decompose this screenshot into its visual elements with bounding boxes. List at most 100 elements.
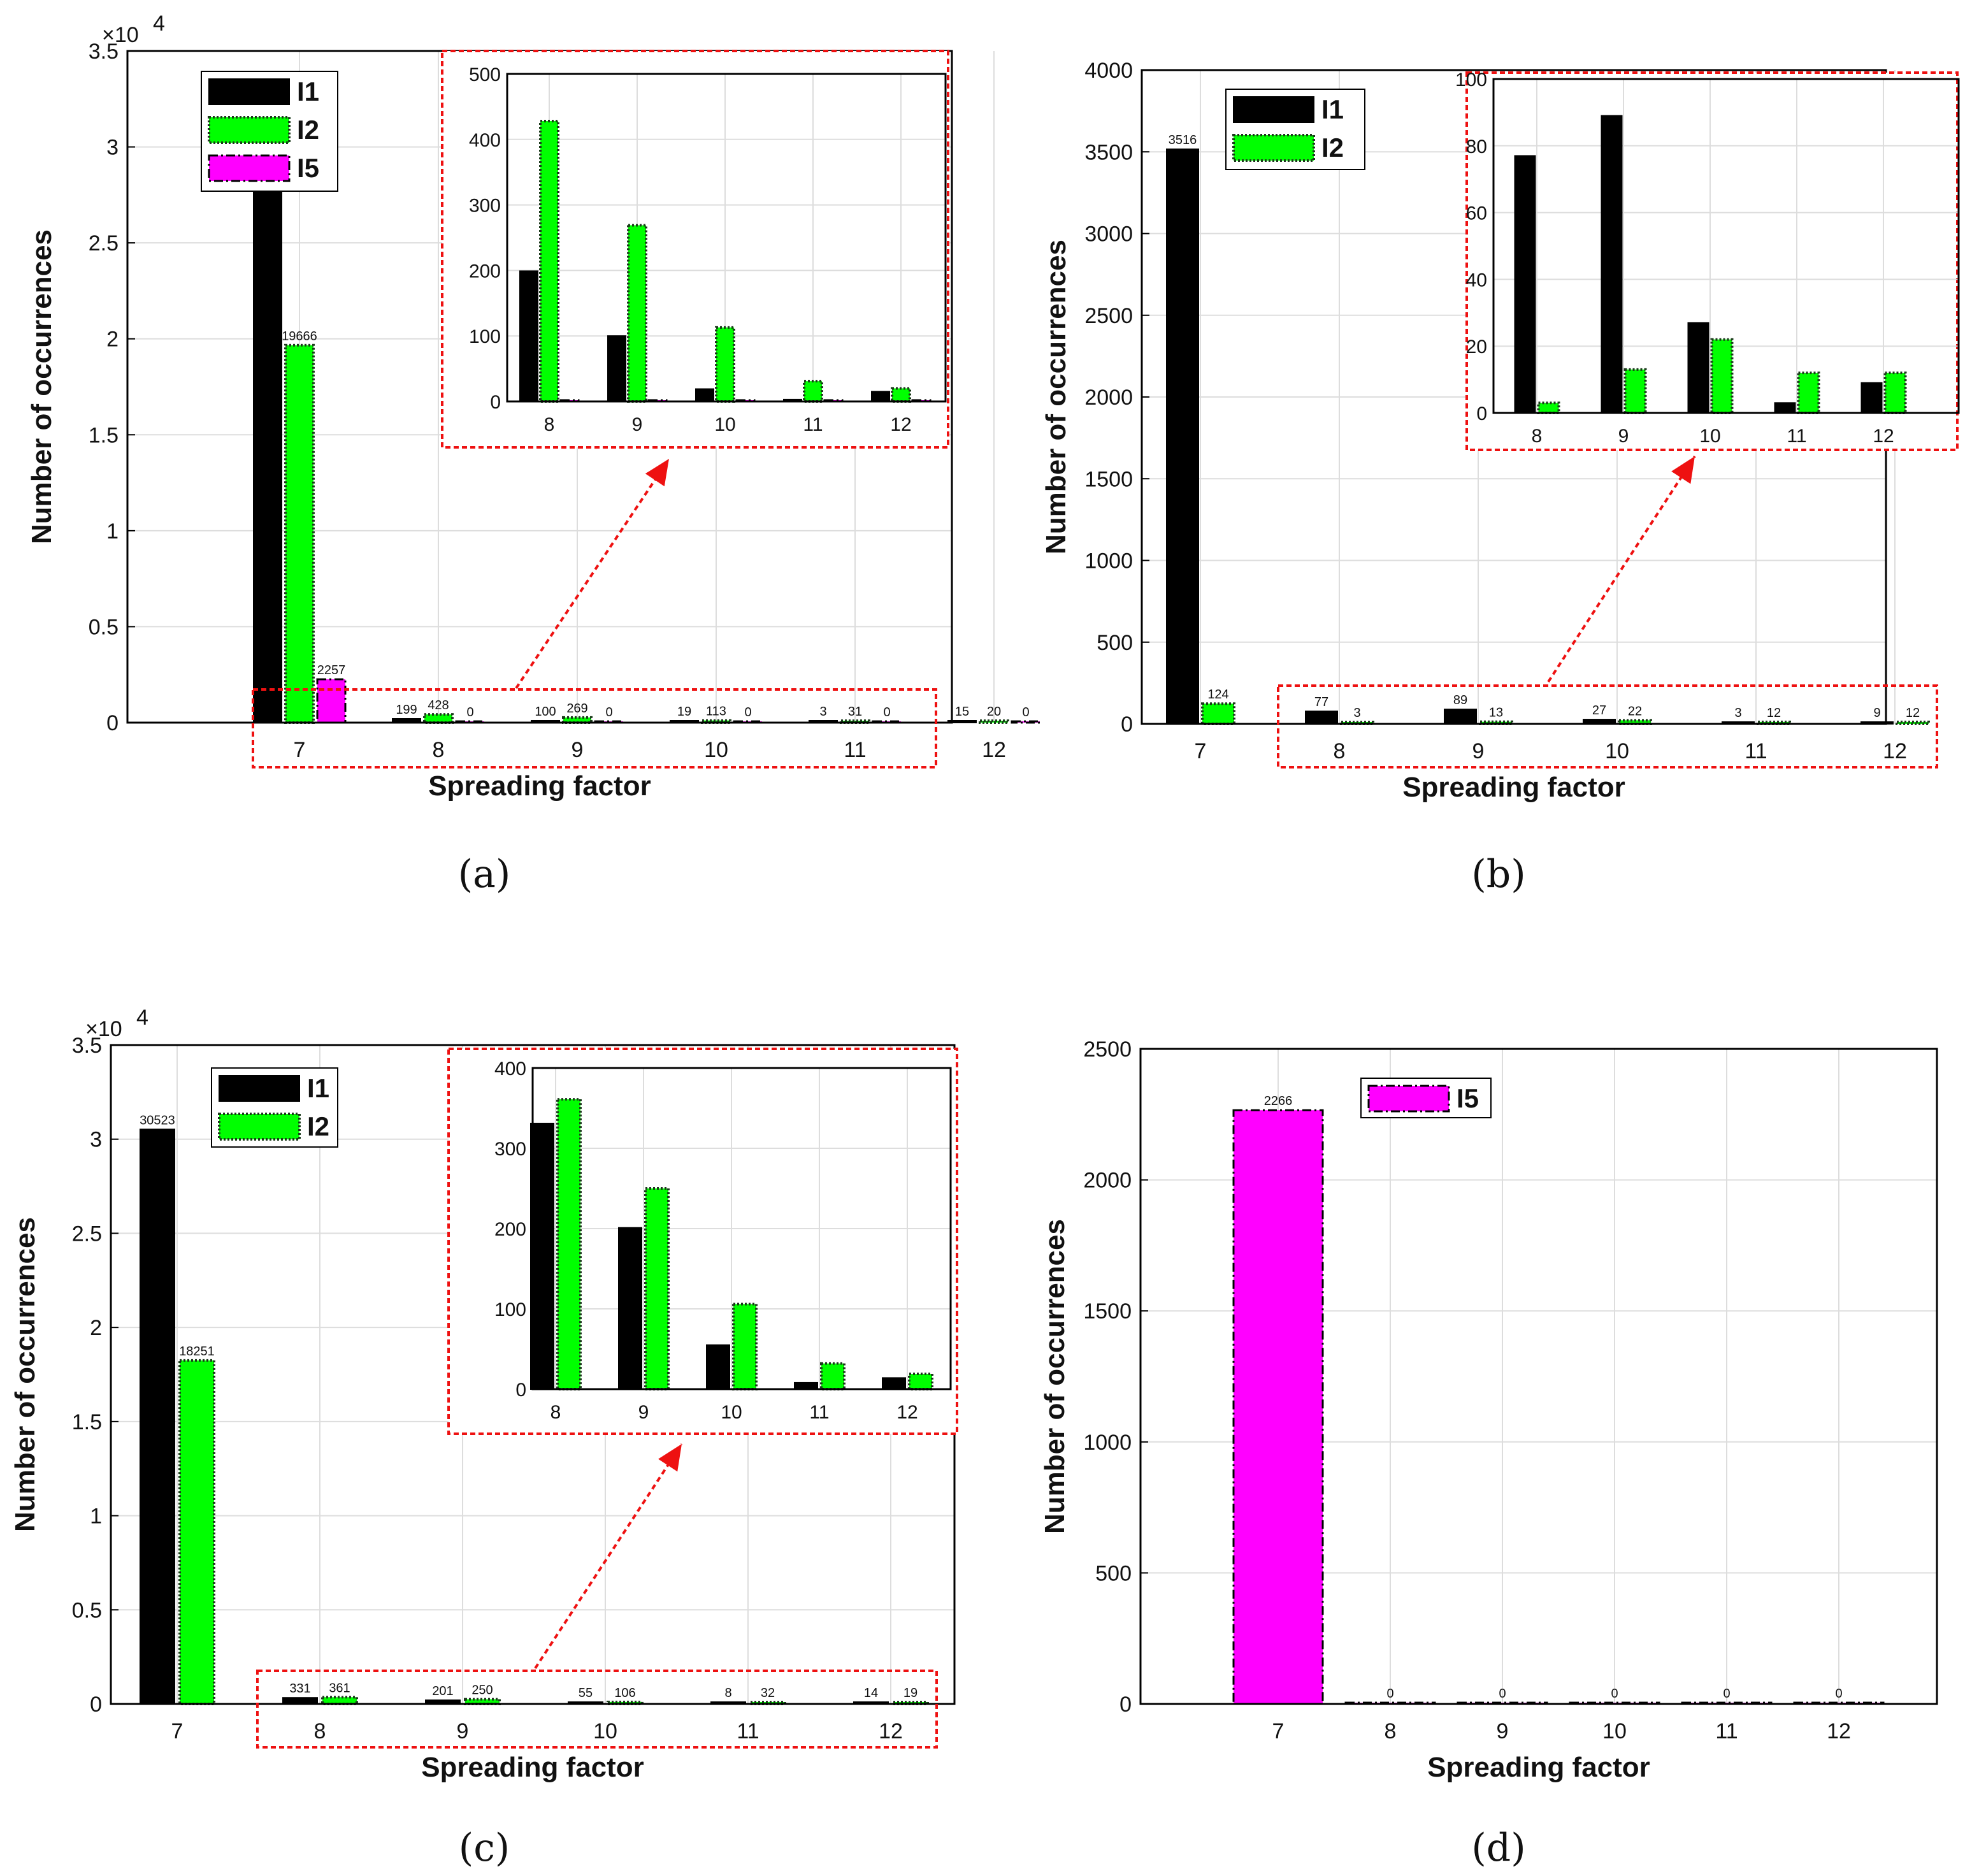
inset-y-tick-label: 20: [1466, 336, 1487, 357]
data-label: 12: [1767, 706, 1781, 720]
data-label: 0: [466, 705, 473, 719]
inset-bar-I1-sf9: [618, 1227, 642, 1390]
zoom-arrow: [534, 1443, 683, 1670]
bar-I2-sf7: [284, 343, 315, 724]
bar-I1-sf8: [1305, 711, 1338, 725]
data-label: 89: [1453, 693, 1467, 707]
inset-bar-I1-sf11: [1774, 402, 1796, 414]
inset-bar-I2-sf8: [1537, 401, 1560, 415]
inset-y-tick-label: 0: [1476, 403, 1487, 424]
data-label: 2257: [317, 663, 346, 677]
y-tick-label: 1: [90, 1504, 102, 1529]
inset-x-tick-label: 8: [551, 1402, 561, 1423]
inset-y-tick-label: 40: [1466, 270, 1487, 291]
data-label: 0: [1022, 705, 1029, 719]
inset-x-tick-label: 11: [1787, 426, 1806, 447]
inset-x-tick-label: 8: [1532, 426, 1543, 447]
y-tick-label: 2000: [1083, 1169, 1132, 1193]
y-tick-label: 2: [90, 1316, 102, 1340]
y-tick-label: 2500: [1084, 304, 1133, 328]
data-label: 32: [761, 1686, 775, 1700]
inset-frame: [441, 50, 949, 449]
x-axis-label: Spreading factor: [1402, 772, 1625, 803]
x-tick-label: 11: [1745, 739, 1767, 763]
x-axis-label: Spreading factor: [1427, 1752, 1650, 1783]
inset-x-tick-label: 8: [544, 414, 555, 435]
panel-caption-c: (c): [459, 1826, 510, 1870]
inset-x-tick-label: 12: [1873, 426, 1894, 447]
y-scale-factor: ×10: [102, 23, 139, 47]
data-label: 428: [428, 698, 449, 712]
y-tick-label: 2500: [1083, 1037, 1132, 1062]
inset-b: 8 9 10 11 12 0 20 40 60 80 100: [1455, 69, 1960, 451]
data-label: 124: [1207, 688, 1228, 702]
legend-swatch-I2: [1232, 134, 1315, 162]
x-tick-label: 12: [1827, 1719, 1851, 1743]
data-label: 9: [1873, 706, 1880, 720]
x-tick-label: 11: [1715, 1719, 1738, 1743]
data-label: 3: [1353, 706, 1360, 720]
data-label: 14: [864, 1686, 878, 1700]
legend-swatch-I2: [218, 1113, 301, 1141]
inset-axes-frame: [1492, 78, 1960, 414]
bar-I2-sf8: [321, 1696, 358, 1705]
inset-bar-I1-sf8: [519, 270, 538, 403]
y-tick-label: 2.5: [72, 1222, 102, 1246]
data-label: 55: [579, 1686, 593, 1700]
y-tick-label: 1500: [1083, 1299, 1132, 1324]
inset-bar-I2-sf11: [803, 380, 823, 403]
x-tick-label: 9: [572, 738, 584, 762]
inset-bar-I2-sf10: [715, 326, 735, 403]
chart-a: 3065719666225771994280810026909191130103…: [26, 11, 1041, 897]
inset-c: 8 9 10 11 12 0 100 200 300 400: [447, 1048, 958, 1435]
inset-y-tick-label: 100: [469, 326, 501, 347]
inset-bar-I2-sf9: [627, 224, 647, 403]
data-label: 77: [1314, 695, 1328, 709]
panel-caption-b: (b): [1471, 852, 1525, 897]
inset-x-tick-label: 10: [1699, 426, 1720, 447]
x-tick-label: 8: [1334, 739, 1346, 763]
panel-caption-a: (a): [458, 852, 511, 897]
data-label: 30523: [140, 1113, 175, 1127]
bar-I2-sf12: [979, 719, 1009, 724]
data-label: 0: [744, 705, 751, 719]
legend-label-I2: I2: [297, 115, 319, 145]
data-label: 0: [1835, 1687, 1842, 1701]
zoom-arrow: [1547, 455, 1696, 683]
inset-x-tick-label: 11: [803, 414, 823, 435]
bar-I1-sf9: [1444, 709, 1477, 725]
bar-I2-sf10: [701, 719, 731, 724]
y-tick-label: 0: [1119, 1692, 1132, 1717]
inset-y-tick-label: 300: [469, 196, 501, 217]
inset-y-tick-label: 60: [1466, 203, 1487, 224]
y-tick-label: 2.5: [89, 231, 119, 256]
x-tick-label: 10: [1602, 1719, 1627, 1743]
data-label: 331: [289, 1682, 310, 1696]
data-label: 8: [724, 1686, 731, 1700]
inset-x-tick-label: 9: [1618, 426, 1629, 447]
chart-d: 2266 7 0 8 0 9 0 10 0 11 0 12 0 500 1000 1500 2000 2500 Sp…: [1039, 1037, 1938, 1870]
data-label: 19666: [282, 329, 317, 343]
bar-I2-sf12: [1896, 720, 1930, 725]
x-tick-label: 12: [879, 1719, 903, 1743]
data-label: 15: [955, 705, 969, 719]
zoom-arrow: [515, 458, 670, 689]
x-tick-label: 11: [737, 1719, 759, 1743]
data-label: 19: [677, 705, 691, 719]
legend-label-I5: I5: [297, 153, 319, 183]
bar-I5-sf7: [316, 678, 347, 724]
inset-y-tick-label: 0: [515, 1380, 526, 1401]
inset-axes-frame: [506, 73, 947, 403]
x-tick-label: 12: [982, 738, 1006, 762]
data-label: 106: [614, 1686, 635, 1700]
inset-bar-I2-sf12: [1883, 372, 1907, 414]
inset-bar-I1-sf12: [882, 1377, 906, 1390]
data-label: 19: [903, 1686, 918, 1700]
inset-y-tick-label: 100: [1455, 69, 1487, 90]
data-label: 201: [432, 1684, 453, 1698]
inset-bar-I1-sf10: [1687, 322, 1709, 414]
data-label: 0: [1386, 1687, 1393, 1701]
y-tick-label: 3500: [1084, 140, 1133, 164]
y-axis-label: Number of occurrences: [10, 1217, 41, 1532]
inset-bar-I2-sf8: [556, 1098, 582, 1390]
